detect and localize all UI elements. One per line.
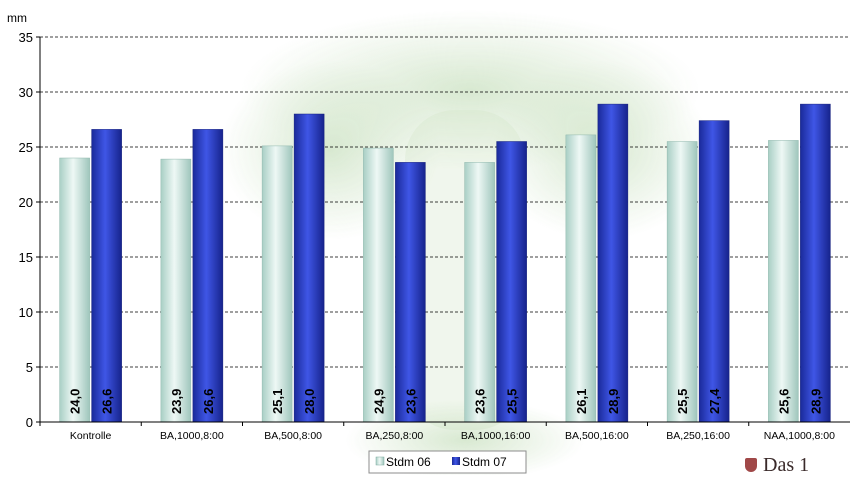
bar-data-label: 27,4: [707, 388, 722, 414]
bar-data-label: 23,6: [473, 389, 488, 414]
bar-data-label: 25,5: [505, 389, 520, 414]
bar-stdm06: [261, 145, 293, 423]
bar-data-label: 25,6: [776, 389, 791, 414]
bar-data-label: 28,9: [808, 389, 823, 414]
bar-stdm07: [91, 129, 122, 423]
bars: 24,0 26,6 23,9 26,6 25,1 28,0 24,9 23,6 23,6 25,5…: [59, 103, 831, 423]
x-tick-label: BA,1000,16:00: [461, 430, 531, 442]
bar-data-label: 24,9: [371, 389, 386, 414]
crest-icon: [745, 458, 757, 472]
bar-data-label: 26,1: [574, 389, 589, 414]
x-tick-label: BA,250,8:00: [365, 430, 423, 442]
x-tick-label: BA,500,8:00: [264, 430, 322, 442]
bar-data-label: 23,9: [169, 389, 184, 414]
bar-stdm07: [192, 129, 224, 423]
x-tick-label: BA,1000,8:00: [160, 430, 224, 442]
bar-stdm06: [363, 147, 394, 423]
bar-data-label: 26,6: [100, 389, 115, 414]
bar-stdm06: [565, 134, 597, 423]
bar-stdm07: [597, 103, 629, 423]
bar-data-label: 26,6: [201, 389, 216, 414]
axes: mm 0 5 10 15 20 25 30 35 Kontrolle BA,1000,8:00 BA…: [7, 11, 850, 442]
bar-stdm06: [59, 157, 90, 423]
bar-stdm06: [768, 140, 799, 423]
bar-data-label: 24,0: [68, 389, 83, 414]
legend-box: [368, 450, 527, 474]
bar-data-label: 25,5: [675, 389, 690, 414]
bar-stdm07: [293, 113, 325, 423]
y-axis-unit-label: mm: [7, 11, 27, 25]
logo-text: Das 1: [763, 454, 810, 476]
bar-stdm06: [464, 162, 495, 423]
y-tick-label-35: 35: [19, 30, 33, 45]
corner-logo: Das 1: [745, 454, 850, 478]
bar-data-label: 25,1: [270, 389, 285, 414]
bar-stdm07: [496, 141, 527, 423]
y-tick-label-0: 0: [26, 415, 33, 430]
bar-stdm07: [395, 162, 426, 423]
bar-stdm06: [666, 141, 698, 423]
bar-stdm06: [160, 158, 192, 423]
x-tick-label: BA,250,16:00: [666, 430, 730, 442]
y-tick-label-30: 30: [19, 85, 33, 100]
y-tick-label-20: 20: [19, 195, 33, 210]
y-tick-label-25: 25: [19, 140, 33, 155]
x-tick-label: Kontrolle: [70, 430, 112, 442]
bar-stdm07: [800, 103, 831, 423]
y-tick-label-10: 10: [19, 305, 33, 320]
bar-stdm07: [698, 120, 730, 423]
bar-data-label: 23,6: [403, 389, 418, 414]
bar-data-label: 28,0: [302, 389, 317, 414]
y-tick-label-15: 15: [19, 250, 33, 265]
legend-swatch-stdm07: [452, 457, 460, 465]
x-tick-label: NAA,1000,8:00: [764, 430, 835, 442]
legend-label-stdm06: Stdm 06: [386, 455, 431, 469]
x-tick-label: BA,500,16:00: [565, 430, 629, 442]
bar-data-label: 28,9: [606, 389, 621, 414]
legend-swatch-stdm06: [375, 456, 385, 466]
legend-label-stdm07: Stdm 07: [462, 455, 507, 469]
y-tick-label-5: 5: [26, 360, 33, 375]
legend: Stdm 06 Stdm 07: [368, 450, 527, 474]
